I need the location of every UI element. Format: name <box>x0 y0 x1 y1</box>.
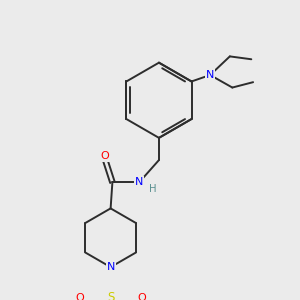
Text: H: H <box>149 184 157 194</box>
Text: N: N <box>206 70 214 80</box>
Text: O: O <box>137 292 146 300</box>
Text: N: N <box>106 262 115 272</box>
Text: S: S <box>107 291 114 300</box>
Text: O: O <box>101 152 110 161</box>
Text: O: O <box>75 292 84 300</box>
Text: N: N <box>135 177 143 187</box>
